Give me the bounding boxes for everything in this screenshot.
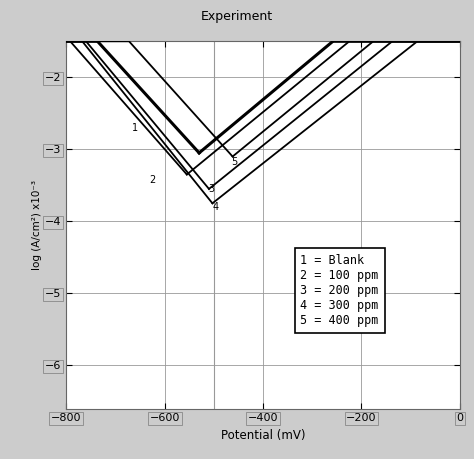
Text: Experiment: Experiment [201, 10, 273, 22]
Text: 2: 2 [149, 174, 155, 185]
Text: 4: 4 [212, 202, 219, 212]
Text: 3: 3 [209, 184, 215, 194]
X-axis label: Potential (mV): Potential (mV) [221, 429, 305, 442]
Text: 1: 1 [132, 123, 138, 133]
Text: 1 = Blank
2 = 100 ppm
3 = 200 ppm
4 = 300 ppm
5 = 400 ppm: 1 = Blank 2 = 100 ppm 3 = 200 ppm 4 = 30… [301, 254, 379, 327]
Y-axis label: log (A/cm²) x10⁻³: log (A/cm²) x10⁻³ [32, 180, 42, 270]
Text: 5: 5 [231, 157, 237, 167]
